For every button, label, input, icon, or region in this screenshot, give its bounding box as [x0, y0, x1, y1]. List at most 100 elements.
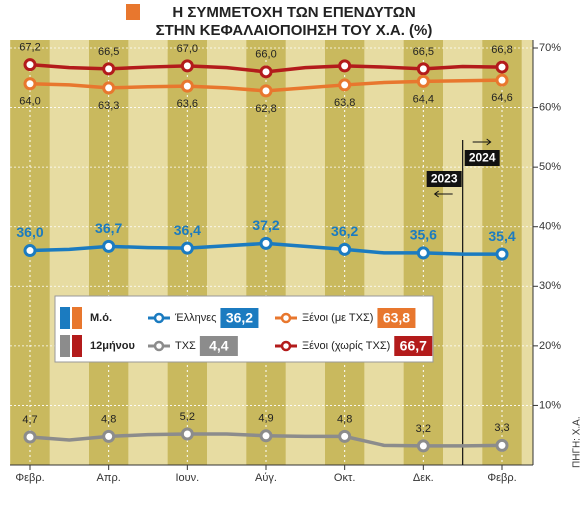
point: [338, 429, 352, 443]
value-label: 35,4: [488, 228, 515, 244]
legend-label: Ξένοι (με ΤΧΣ): [302, 312, 373, 324]
point: [102, 239, 116, 253]
value-label: 35,6: [410, 227, 437, 243]
legend-average: 36,2: [226, 310, 253, 326]
value-label: 66,5: [413, 46, 434, 58]
x-tick-label: Φεβρ.: [15, 472, 44, 484]
point: [180, 59, 194, 73]
point: [495, 247, 509, 261]
legend-average-box: [199, 336, 238, 356]
value-label: 4,9: [258, 413, 273, 425]
value-label: 36,4: [174, 222, 201, 238]
legend-marker: [153, 312, 165, 324]
value-label: 4,8: [337, 413, 352, 425]
point: [23, 77, 37, 91]
legend-average-box: [377, 308, 416, 328]
legend: [54, 295, 434, 363]
x-tick-label: Απρ.: [97, 472, 121, 484]
value-label: 63,3: [98, 100, 119, 112]
legend-title: Μ.ό.: [90, 312, 112, 324]
value-label: 67,2: [19, 42, 40, 54]
y-tick-label: 50%: [539, 161, 561, 173]
legend-title: 12μήνου: [90, 340, 135, 352]
value-label: 63,6: [177, 98, 198, 110]
value-label: 36,7: [95, 220, 122, 236]
value-label: 66,0: [255, 49, 276, 61]
value-label: 37,2: [252, 217, 279, 233]
point: [259, 84, 273, 98]
chart-title: Η ΣΥΜΜΕΤΟΧΗ ΤΩΝ ΕΠΕΝΔΥΤΩΝ: [172, 4, 415, 21]
point: [416, 246, 430, 260]
x-tick-label: Δεκ.: [413, 472, 434, 484]
point: [180, 241, 194, 255]
point: [259, 429, 273, 443]
x-tick-label: Αύγ.: [255, 472, 277, 484]
value-label: 67,0: [177, 43, 198, 55]
title-icon: [126, 4, 140, 20]
value-label: 36,0: [16, 224, 43, 240]
point: [102, 81, 116, 95]
value-label: 63,8: [334, 97, 355, 109]
point: [338, 78, 352, 92]
legend-average: 66,7: [400, 338, 427, 354]
legend-label: Έλληνες: [174, 312, 216, 324]
legend-label: Ξένοι (χωρίς ΤΧΣ): [302, 340, 390, 352]
year-box: [464, 150, 500, 166]
y-tick-label: 10%: [539, 399, 561, 411]
y-tick-label: 70%: [539, 42, 561, 54]
point: [338, 242, 352, 256]
source: ΠΗΓΗ: Χ.Α.: [572, 416, 583, 468]
point: [180, 427, 194, 441]
value-label: 4,8: [101, 413, 116, 425]
point: [259, 236, 273, 250]
point: [495, 73, 509, 87]
y-tick-label: 60%: [539, 101, 561, 113]
point: [180, 79, 194, 93]
value-label: 64,4: [413, 93, 434, 105]
value-label: 5,2: [180, 411, 195, 423]
point: [102, 62, 116, 76]
value-label: 64,0: [19, 96, 40, 108]
point: [338, 59, 352, 73]
value-label: 36,2: [331, 223, 358, 239]
value-label: 64,6: [491, 92, 512, 104]
point: [495, 438, 509, 452]
value-label: 66,8: [491, 44, 512, 56]
x-tick-label: Φεβρ.: [487, 472, 516, 484]
legend-swatch: [60, 335, 70, 357]
legend-marker: [280, 340, 292, 352]
point: [102, 429, 116, 443]
value-label: 3,3: [494, 422, 509, 434]
point: [495, 60, 509, 74]
legend-average: 63,8: [383, 310, 410, 326]
arrow: [472, 138, 492, 146]
point: [416, 74, 430, 88]
value-label: 66,5: [98, 46, 119, 58]
x-tick-label: Οκτ.: [334, 472, 355, 484]
year-label: 2023: [431, 172, 458, 186]
point: [416, 439, 430, 453]
legend-average: 4,4: [209, 338, 229, 354]
year-box: [426, 171, 462, 187]
point: [23, 58, 37, 72]
point: [23, 430, 37, 444]
arrow: [433, 190, 453, 198]
value-label: 4,7: [22, 414, 37, 426]
legend-swatch: [60, 307, 70, 329]
legend-marker: [153, 340, 165, 352]
y-tick-label: 20%: [539, 340, 561, 352]
legend-average-box: [220, 308, 259, 328]
value-label: 3,2: [416, 423, 431, 435]
legend-marker: [280, 312, 292, 324]
y-tick-label: 30%: [539, 280, 561, 292]
point: [23, 244, 37, 258]
legend-average-box: [394, 336, 433, 356]
point: [259, 65, 273, 79]
x-tick-label: Ιουν.: [175, 472, 199, 484]
chart-subtitle: ΣΤΗΝ ΚΕΦΑΛΑΙΟΠΟΙΗΣΗ ΤΟΥ Χ.Α. (%): [156, 22, 433, 39]
legend-label: ΤΧΣ: [175, 340, 196, 352]
legend-swatch: [72, 335, 82, 357]
year-label: 2024: [469, 151, 496, 165]
legend-swatch: [72, 307, 82, 329]
